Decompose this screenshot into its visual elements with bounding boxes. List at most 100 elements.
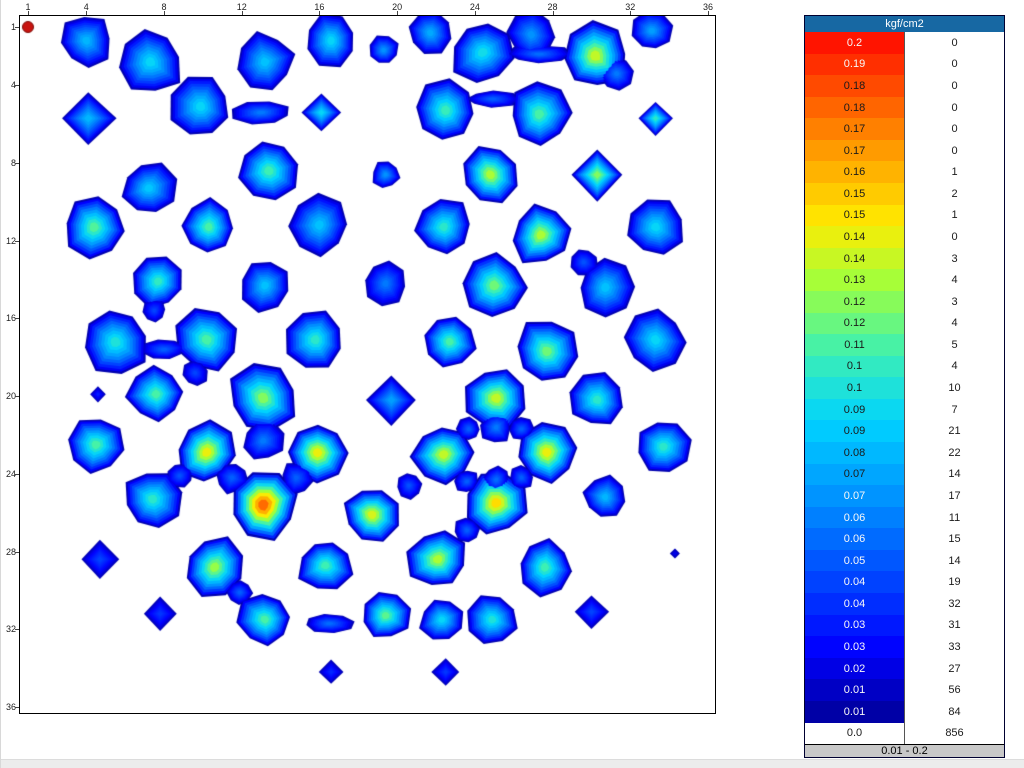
legend-row: 0.18 0 bbox=[805, 75, 1004, 97]
legend-count-cell: 856 bbox=[904, 722, 1004, 745]
y-tick-label: 4 bbox=[10, 80, 16, 91]
y-tick-label: 1 bbox=[10, 22, 16, 32]
y-tick-label: 8 bbox=[10, 158, 16, 168]
y-tick-label: 16 bbox=[5, 313, 16, 324]
x-tick-label: 24 bbox=[469, 2, 480, 12]
legend-value-cell: 0.0 bbox=[805, 722, 904, 745]
legend-value-cell: 0.07 bbox=[805, 463, 904, 486]
legend-value-cell: 0.18 bbox=[805, 96, 904, 119]
legend-row: 0.02 27 bbox=[805, 657, 1004, 680]
legend-count-cell: 14 bbox=[904, 463, 1004, 486]
legend-count-cell: 27 bbox=[904, 657, 1004, 680]
legend-count-cell: 22 bbox=[904, 441, 1004, 464]
legend-value-cell: 0.17 bbox=[805, 118, 904, 140]
y-tick-label: 32 bbox=[5, 624, 16, 635]
legend-row: 0.0 856 bbox=[805, 722, 1004, 745]
legend-value-cell: 0.06 bbox=[805, 528, 904, 550]
legend-row: 0.1 4 bbox=[805, 355, 1004, 378]
legend-value-cell: 0.03 bbox=[805, 614, 904, 637]
contour-plot bbox=[19, 15, 716, 714]
legend-count-cell: 14 bbox=[904, 549, 1004, 572]
legend-row: 0.16 1 bbox=[805, 161, 1004, 184]
legend-count-cell: 5 bbox=[904, 334, 1004, 356]
legend-value-cell: 0.01 bbox=[805, 679, 904, 701]
legend-value-cell: 0.17 bbox=[805, 139, 904, 162]
legend-count-cell: 4 bbox=[904, 269, 1004, 291]
legend-row: 0.12 4 bbox=[805, 312, 1004, 335]
legend-count-cell: 11 bbox=[904, 506, 1004, 529]
x-tick-label: 36 bbox=[702, 2, 714, 12]
legend-count-cell: 4 bbox=[904, 355, 1004, 378]
x-tick-label: 4 bbox=[83, 2, 89, 12]
legend-row: 0.04 32 bbox=[805, 593, 1004, 615]
legend-value-cell: 0.04 bbox=[805, 571, 904, 594]
legend-count-cell: 21 bbox=[904, 420, 1004, 442]
legend-row: 0.07 14 bbox=[805, 463, 1004, 486]
contour-canvas bbox=[20, 16, 715, 713]
legend-count-cell: 0 bbox=[904, 53, 1004, 76]
legend-value-cell: 0.08 bbox=[805, 441, 904, 464]
legend-value-cell: 0.09 bbox=[805, 398, 904, 421]
y-tick-label: 12 bbox=[5, 235, 16, 246]
window-bottom-edge bbox=[1, 759, 1024, 768]
legend-count-cell: 0 bbox=[904, 139, 1004, 162]
legend-unit-header: kgf/cm2 bbox=[805, 16, 1004, 32]
legend-count-cell: 15 bbox=[904, 528, 1004, 550]
legend-count-cell: 10 bbox=[904, 377, 1004, 399]
legend-row: 0.13 4 bbox=[805, 269, 1004, 291]
legend-row: 0.09 7 bbox=[805, 398, 1004, 421]
legend-value-cell: 0.05 bbox=[805, 549, 904, 572]
legend-row: 0.12 3 bbox=[805, 290, 1004, 313]
legend-value-cell: 0.12 bbox=[805, 290, 904, 313]
legend-value-cell: 0.16 bbox=[805, 161, 904, 184]
legend-row: 0.03 31 bbox=[805, 614, 1004, 637]
legend-value-cell: 0.18 bbox=[805, 75, 904, 97]
legend-count-cell: 31 bbox=[904, 614, 1004, 637]
legend-value-cell: 0.2 bbox=[805, 32, 904, 54]
x-tick-label: 12 bbox=[236, 2, 247, 12]
legend-value-cell: 0.02 bbox=[805, 657, 904, 680]
legend-range-footer: 0.01 - 0.2 bbox=[805, 744, 1004, 757]
legend-count-cell: 4 bbox=[904, 312, 1004, 335]
legend-count-cell: 33 bbox=[904, 636, 1004, 658]
legend-count-cell: 3 bbox=[904, 290, 1004, 313]
legend-count-cell: 17 bbox=[904, 485, 1004, 507]
legend-row: 0.06 11 bbox=[805, 506, 1004, 529]
x-tick-label: 28 bbox=[547, 2, 558, 12]
legend-value-cell: 0.14 bbox=[805, 247, 904, 270]
legend-row: 0.17 0 bbox=[805, 139, 1004, 162]
legend-value-cell: 0.11 bbox=[805, 334, 904, 356]
legend-count-cell: 0 bbox=[904, 32, 1004, 54]
legend-count-cell: 0 bbox=[904, 96, 1004, 119]
legend-value-cell: 0.07 bbox=[805, 485, 904, 507]
pressure-legend-table: kgf/cm2 0.2 0 0.19 0 0.18 0 0.18 0 0.17 0 0.17 0 0.1… bbox=[804, 15, 1005, 758]
legend-count-cell: 32 bbox=[904, 593, 1004, 615]
legend-value-cell: 0.15 bbox=[805, 183, 904, 205]
legend-count-cell: 19 bbox=[904, 571, 1004, 594]
legend-value-cell: 0.19 bbox=[805, 53, 904, 76]
legend-row: 0.09 21 bbox=[805, 420, 1004, 442]
legend-rows: 0.2 0 0.19 0 0.18 0 0.18 0 0.17 0 0.17 0 0.16 1 0.15 2 0… bbox=[805, 32, 1004, 745]
legend-value-cell: 0.1 bbox=[805, 377, 904, 399]
y-tick-label: 20 bbox=[5, 391, 16, 402]
legend-count-cell: 0 bbox=[904, 75, 1004, 97]
x-tick-label: 32 bbox=[625, 2, 636, 12]
legend-row: 0.19 0 bbox=[805, 53, 1004, 76]
legend-row: 0.08 22 bbox=[805, 441, 1004, 464]
legend-value-cell: 0.15 bbox=[805, 204, 904, 227]
legend-row: 0.17 0 bbox=[805, 118, 1004, 140]
x-tick-label: 1 bbox=[25, 2, 31, 12]
legend-count-cell: 84 bbox=[904, 700, 1004, 723]
legend-row: 0.15 1 bbox=[805, 204, 1004, 227]
y-tick-label: 28 bbox=[5, 546, 16, 557]
legend-row: 0.06 15 bbox=[805, 528, 1004, 550]
x-tick-label: 8 bbox=[161, 2, 167, 12]
legend-row: 0.14 3 bbox=[805, 247, 1004, 270]
legend-count-cell: 0 bbox=[904, 118, 1004, 140]
legend-value-cell: 0.13 bbox=[805, 269, 904, 291]
legend-row: 0.01 56 bbox=[805, 679, 1004, 701]
legend-count-cell: 1 bbox=[904, 161, 1004, 184]
x-tick-label: 16 bbox=[314, 2, 325, 12]
legend-row: 0.05 14 bbox=[805, 549, 1004, 572]
legend-value-cell: 0.09 bbox=[805, 420, 904, 442]
